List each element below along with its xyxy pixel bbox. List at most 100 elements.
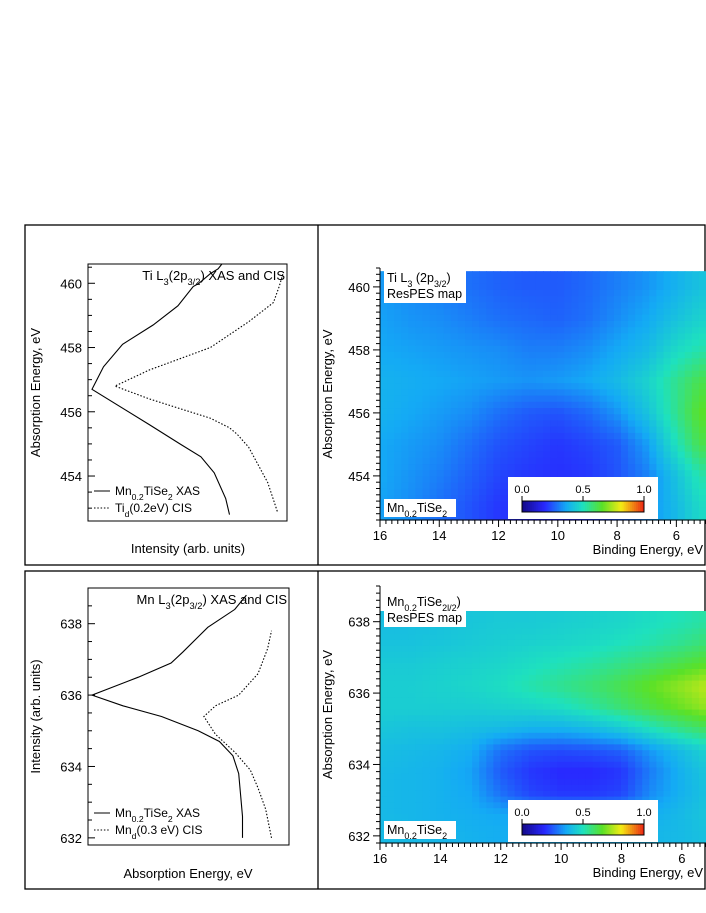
heatmap-cell: [684, 808, 693, 815]
heatmap-cell: [472, 488, 480, 496]
heatmap-cell: [408, 470, 417, 478]
heatmap-cell: [436, 401, 445, 409]
heatmap-cell: [698, 408, 706, 415]
colorbar-segment: [574, 501, 578, 512]
heatmap-cell: [387, 320, 395, 328]
heatmap-cell: [429, 767, 438, 774]
heatmap-cell: [649, 697, 657, 705]
heatmap-cell: [628, 414, 636, 422]
heatmap-cell: [677, 401, 686, 409]
heatmap-cell: [436, 414, 445, 422]
heatmap-cell: [422, 470, 431, 478]
heatmap-cell: [592, 668, 601, 676]
heatmap-cell: [642, 692, 650, 699]
heatmap-cell: [543, 289, 551, 297]
heatmap-cell: [422, 513, 431, 521]
heatmap-cell: [472, 721, 480, 728]
heatmap-cell: [592, 680, 601, 687]
heatmap-cell: [535, 283, 544, 291]
heatmap-cell: [401, 657, 409, 664]
heatmap-cell: [656, 721, 665, 728]
heatmap-cell: [620, 773, 629, 780]
heatmap-cell: [649, 345, 657, 353]
heatmap-cell: [606, 732, 615, 740]
heatmap-cell: [691, 488, 700, 496]
heatmap-cell: [613, 401, 622, 409]
heatmap-cell: [663, 663, 672, 670]
y-axis-label: Absorption Energy, eV: [320, 650, 335, 779]
heatmap-cell: [564, 738, 572, 745]
heatmap-cell: [620, 314, 629, 322]
heatmap-cell: [564, 639, 572, 647]
heatmap-cell: [500, 668, 509, 676]
heatmap-cell: [528, 668, 537, 676]
heatmap-cell: [394, 358, 402, 366]
heatmap-cell: [642, 451, 650, 459]
heatmap-cell: [564, 358, 572, 366]
heatmap-cell: [628, 408, 636, 415]
heatmap-cell: [677, 389, 686, 397]
heatmap-cell: [443, 726, 452, 734]
heatmap-cell: [465, 622, 473, 629]
heatmap-cell: [422, 464, 431, 471]
heatmap-cell: [585, 732, 594, 740]
heatmap-cell: [578, 628, 587, 635]
heatmap-cell: [507, 726, 516, 734]
heatmap-cell: [620, 755, 629, 763]
heatmap-cell: [571, 761, 580, 769]
heatmap-cell: [500, 289, 509, 297]
heatmap-cell: [543, 451, 551, 459]
heatmap-cell: [535, 668, 544, 676]
heatmap-cell: [649, 370, 657, 378]
heatmap-cell: [698, 420, 706, 428]
heatmap-cell: [387, 697, 395, 705]
heatmap-cell: [486, 726, 494, 734]
heatmap-cell: [670, 785, 679, 792]
heatmap-cell: [670, 639, 679, 647]
heatmap-cell: [479, 277, 487, 285]
colorbar-segment: [635, 501, 639, 512]
heatmap-cell: [606, 439, 615, 446]
heatmap-cell: [543, 692, 551, 699]
heatmap-cell: [528, 445, 537, 453]
heatmap-cell: [635, 761, 643, 769]
heatmap-cell: [507, 674, 516, 682]
heatmap-cell: [564, 663, 572, 670]
heatmap-cell: [578, 320, 587, 328]
heatmap-cell: [592, 738, 601, 745]
heatmap-cell: [599, 674, 608, 682]
heatmap-cell: [422, 358, 431, 366]
heatmap-cell: [564, 610, 572, 618]
heatmap-cell: [620, 451, 629, 459]
heatmap-cell: [415, 657, 424, 664]
heatmap-cell: [408, 790, 417, 798]
heatmap-cell: [620, 470, 629, 478]
heatmap-cell: [578, 732, 587, 740]
heatmap-cell: [521, 697, 530, 705]
colorbar-segment: [597, 824, 600, 835]
heatmap-cell: [514, 651, 523, 658]
heatmap-cell: [457, 814, 466, 821]
heatmap-cell: [401, 414, 409, 422]
heatmap-cell: [543, 697, 551, 705]
heatmap-cell: [656, 488, 665, 496]
heatmap-cell: [422, 779, 431, 786]
colorbar-segment: [619, 824, 623, 835]
heatmap-cell: [599, 457, 608, 465]
heatmap-cell: [394, 420, 402, 428]
heatmap-cell: [457, 802, 466, 809]
heatmap-cell: [684, 628, 693, 635]
heatmap-cell: [408, 482, 417, 490]
heatmap-cell: [507, 432, 516, 440]
heatmap-cell: [535, 686, 544, 693]
heatmap-cell: [415, 302, 424, 310]
heatmap-cell: [408, 420, 417, 428]
heatmap-cell: [670, 395, 679, 403]
heatmap-cell: [380, 808, 388, 815]
heatmap-cell: [380, 401, 388, 409]
heatmap-cell: [663, 657, 672, 664]
heatmap-cell: [592, 383, 601, 390]
heatmap-cell: [436, 482, 445, 490]
heatmap-cell: [599, 470, 608, 478]
colorbar-segment: [615, 501, 619, 512]
